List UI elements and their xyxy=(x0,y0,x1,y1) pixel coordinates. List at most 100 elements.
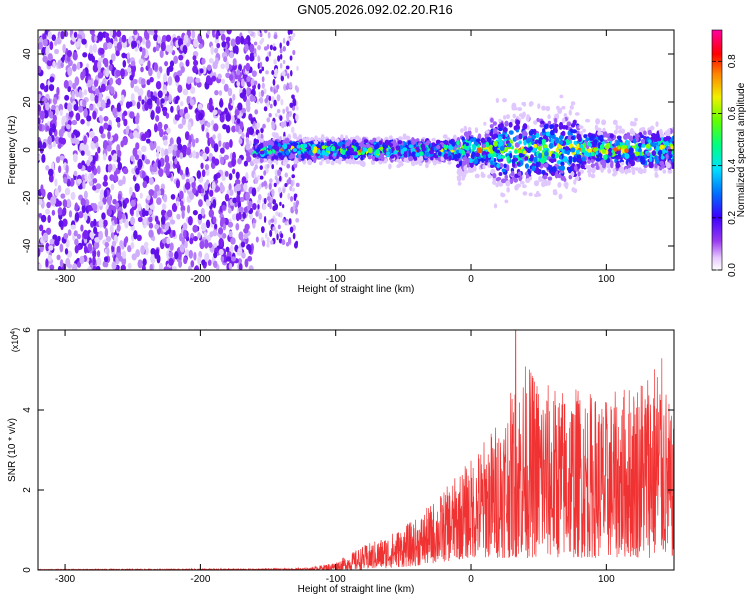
spectrogram-cell xyxy=(51,209,56,216)
spectrogram-cell xyxy=(74,76,80,86)
spectrogram-cell xyxy=(211,156,216,164)
spectrogram-cell xyxy=(282,108,286,114)
spectrogram-cell xyxy=(506,155,510,163)
spectrogram-cell xyxy=(86,165,93,173)
snr-series-line xyxy=(38,330,674,570)
spectrogram-cell xyxy=(547,180,551,186)
spectrogram-cell xyxy=(155,44,160,52)
spectrogram-cell xyxy=(667,153,673,159)
spectrogram-cell xyxy=(477,133,482,139)
spectrogram-cell xyxy=(290,35,294,41)
spectrogram-cell xyxy=(465,159,470,165)
snr-y-tick-label: 2 xyxy=(22,487,33,493)
spectrogram-cell xyxy=(492,121,497,126)
spectrogram-cell xyxy=(499,163,504,168)
spectrogram-cell xyxy=(161,203,167,211)
spectrogram-cell xyxy=(631,121,637,127)
spectrogram-cell xyxy=(296,144,301,149)
spectrogram-cell xyxy=(587,167,592,173)
spectrogram-cell xyxy=(87,204,93,212)
spectrogram-cell xyxy=(100,99,106,109)
spectrogram-cell xyxy=(64,102,69,110)
spectrogram-cell xyxy=(82,229,89,240)
spectrogram-cell xyxy=(247,200,253,208)
spectrogram-cell xyxy=(92,256,96,266)
spectrogram-cell xyxy=(38,117,41,125)
spectrogram-cell xyxy=(279,115,283,121)
spectrogram-cell xyxy=(382,145,388,149)
spectrogram-cell xyxy=(219,30,225,36)
spectrogram-cell xyxy=(252,203,257,210)
spectrogram-cell xyxy=(505,180,511,187)
spectrogram-cell xyxy=(87,79,93,88)
spectrogram-cell xyxy=(256,122,261,129)
spectrogram-cell xyxy=(273,182,277,188)
spectrogram-cell xyxy=(393,150,398,155)
spectrogram-cell xyxy=(529,146,533,151)
spectrogram-cell xyxy=(256,98,260,104)
spectrogram-cell xyxy=(477,147,483,154)
spectrogram-cell xyxy=(157,90,163,99)
spectrogram-cell xyxy=(648,161,654,169)
spectrogram-cell xyxy=(273,88,276,95)
spectrogram-cell xyxy=(257,204,260,210)
spectrogram-cell xyxy=(280,75,285,82)
spectrogram-cell xyxy=(247,255,253,262)
spectrogram-cell xyxy=(210,45,215,55)
spectrogram-cell xyxy=(101,212,106,220)
spectrogram-cell xyxy=(653,137,659,143)
spectrogram-cell xyxy=(252,219,257,224)
snr-frame xyxy=(37,329,675,571)
spectrogram-cell xyxy=(493,203,498,209)
spectrogram-cell xyxy=(122,167,129,175)
spectrogram-cell xyxy=(388,163,392,170)
spectrogram-cell xyxy=(98,219,104,228)
spectrogram-cell xyxy=(486,136,492,143)
spectrogram-cell xyxy=(116,245,121,253)
spectrogram-cell xyxy=(334,158,340,164)
spectrogram-cell xyxy=(624,153,630,160)
spectrogram-cell xyxy=(266,237,270,245)
spectrogram-cell xyxy=(288,110,293,117)
spectrogram-cell xyxy=(492,180,497,185)
spectrogram-cell xyxy=(289,102,294,108)
spectrogram-cell xyxy=(513,125,518,131)
spectrogram-cell xyxy=(258,69,263,74)
spectrogram-cell xyxy=(141,154,145,161)
spectrogram-cell xyxy=(255,236,259,243)
spectrogram-cell xyxy=(290,30,293,35)
spectrogram-cell xyxy=(271,120,275,127)
spectrogram-cell xyxy=(82,52,88,58)
spectrogram-cell xyxy=(619,166,624,172)
spectrogram-cell xyxy=(137,203,142,212)
spectrogram-cell xyxy=(528,101,533,107)
spectrogram-cell xyxy=(328,156,334,160)
spectrogram-cell xyxy=(86,115,92,122)
spectrogram-cell xyxy=(320,134,325,141)
spectrogram-cell xyxy=(164,95,168,102)
spectrogram-cell xyxy=(165,168,170,176)
spectrogram-cell xyxy=(324,152,329,157)
spectrogram-cell xyxy=(269,202,272,210)
spectrogram-cell xyxy=(291,174,295,179)
spectrogram-cell xyxy=(577,171,581,177)
spectrogram-cell xyxy=(655,121,659,127)
spectrogram-cell xyxy=(193,236,198,242)
spectrogram-cell xyxy=(272,78,276,86)
spectrogram-cell xyxy=(531,134,537,140)
spectrogram-cell xyxy=(97,72,104,79)
spectrogram-cell xyxy=(271,96,275,103)
spectrogram-cell xyxy=(573,179,577,185)
spectrogram-cell xyxy=(107,84,112,90)
spectrogram-cell xyxy=(38,247,41,258)
spectrogram-cell xyxy=(641,143,646,148)
spectrogram-cell xyxy=(536,190,540,196)
spectrogram-cell xyxy=(88,155,93,162)
spectrogram-cell xyxy=(587,148,592,153)
spectrogram-cell xyxy=(510,118,515,123)
colorbar-gradient xyxy=(712,30,722,270)
spectrogram-cell xyxy=(187,216,193,226)
spectrogram-cell xyxy=(197,112,204,121)
spectrogram-cell xyxy=(253,96,256,103)
spectrogram-cell xyxy=(294,85,298,91)
